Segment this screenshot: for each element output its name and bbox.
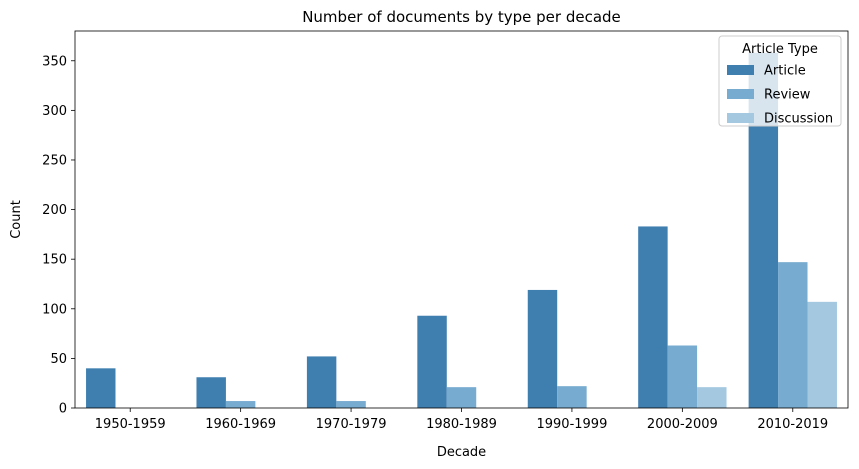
x-tick-label: 1990-1999	[536, 417, 607, 432]
legend-title: Article Type	[742, 42, 818, 57]
bar-article-1960-1969	[196, 377, 226, 408]
legend-swatch-discussion	[727, 113, 754, 123]
bar-article-1980-1989	[417, 315, 447, 408]
y-tick-label: 50	[50, 352, 67, 367]
y-axis-label: Count	[9, 200, 24, 239]
y-tick-label: 150	[42, 253, 67, 268]
bar-article-1950-1959	[86, 368, 116, 408]
y-tick-label: 350	[42, 54, 67, 69]
bar-discussion-2000-2009	[697, 387, 727, 408]
y-tick-label: 0	[59, 402, 67, 417]
legend-swatch-article	[727, 65, 754, 75]
x-tick-label: 1970-1979	[316, 417, 387, 432]
bar-review-2000-2009	[667, 345, 698, 408]
chart-title: Number of documents by type per decade	[302, 8, 621, 26]
x-tick-label: 1960-1969	[205, 417, 276, 432]
x-tick-label: 1980-1989	[426, 417, 497, 432]
legend-box	[718, 35, 842, 127]
legend-label-article: Article	[764, 64, 806, 79]
y-tick-label: 300	[42, 104, 67, 119]
y-axis-ticks: 0 50 100 150 200 250 300 350	[42, 54, 75, 417]
x-axis-label: Decade	[437, 445, 486, 460]
bar-article-1990-1999	[527, 289, 558, 408]
bar-article-1970-1979	[306, 356, 337, 408]
bar-review-1970-1979	[336, 401, 366, 408]
legend-label-discussion: Discussion	[764, 112, 833, 127]
y-tick-label: 250	[42, 153, 67, 168]
bar-review-1990-1999	[557, 386, 587, 408]
legend: Article Type Article Review Discussion	[718, 35, 842, 127]
bar-review-2010-2019	[778, 262, 808, 408]
plot-frame	[74, 30, 849, 409]
bar-article-2000-2009	[638, 226, 668, 408]
x-tick-label: 2010-2019	[757, 417, 828, 432]
legend-swatch-review	[727, 89, 754, 99]
x-axis-ticks: 1950-1959 1960-1969 1970-1979 1980-1989 1990…	[95, 408, 828, 432]
x-tick-label: 1950-1959	[95, 417, 166, 432]
legend-label-review: Review	[764, 88, 811, 103]
x-tick-label: 2000-2009	[647, 417, 718, 432]
bar-review-1960-1969	[225, 401, 256, 408]
bar-discussion-2010-2019	[807, 301, 837, 408]
y-tick-label: 200	[42, 203, 67, 218]
bar-review-1980-1989	[446, 387, 477, 408]
y-tick-label: 100	[42, 302, 67, 317]
